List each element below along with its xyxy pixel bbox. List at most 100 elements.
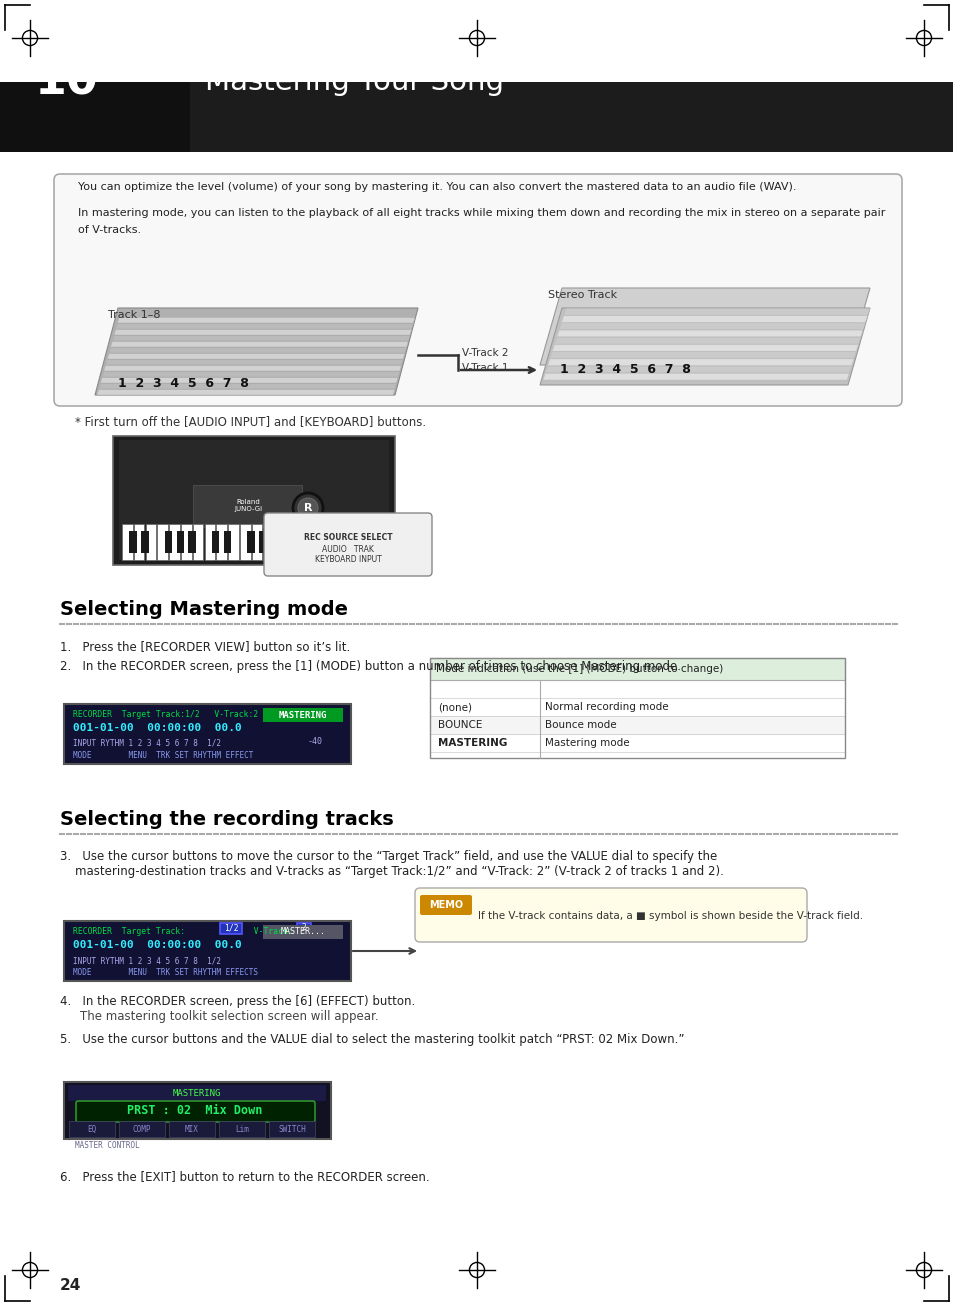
FancyBboxPatch shape <box>122 524 132 560</box>
FancyBboxPatch shape <box>269 1121 314 1138</box>
Text: RECORDER  Target Track:: RECORDER Target Track: <box>73 927 185 936</box>
FancyBboxPatch shape <box>219 1121 265 1138</box>
Polygon shape <box>117 317 415 323</box>
Polygon shape <box>560 316 867 323</box>
Text: If the V-track contains data, a ■ symbol is shown beside the V-track field.: If the V-track contains data, a ■ symbol… <box>477 912 862 921</box>
Text: EQ: EQ <box>88 1124 96 1134</box>
Text: Mastering Your Song: Mastering Your Song <box>205 68 503 97</box>
FancyBboxPatch shape <box>228 524 238 560</box>
FancyBboxPatch shape <box>193 524 203 560</box>
FancyBboxPatch shape <box>287 524 297 560</box>
Text: 4.   In the RECORDER screen, press the [6] (EFFECT) button.: 4. In the RECORDER screen, press the [6]… <box>60 995 415 1008</box>
Text: MASTERING: MASTERING <box>437 738 507 748</box>
Text: REC SOURCE SELECT: REC SOURCE SELECT <box>303 533 392 542</box>
Text: MASTERING: MASTERING <box>172 1088 221 1097</box>
FancyBboxPatch shape <box>119 1121 165 1138</box>
Polygon shape <box>547 359 853 366</box>
FancyBboxPatch shape <box>430 734 844 752</box>
FancyBboxPatch shape <box>430 697 844 716</box>
FancyBboxPatch shape <box>419 895 472 916</box>
FancyBboxPatch shape <box>275 524 286 560</box>
Polygon shape <box>557 330 862 337</box>
FancyBboxPatch shape <box>430 658 844 680</box>
Text: In mastering mode, you can listen to the playback of all eight tracks while mixi: In mastering mode, you can listen to the… <box>78 208 884 218</box>
FancyBboxPatch shape <box>220 923 242 934</box>
FancyBboxPatch shape <box>165 532 172 552</box>
Text: MASTER...: MASTER... <box>280 927 325 936</box>
FancyBboxPatch shape <box>169 524 179 560</box>
FancyBboxPatch shape <box>119 440 389 560</box>
Text: MASTER CONTROL: MASTER CONTROL <box>75 1141 139 1151</box>
FancyBboxPatch shape <box>188 532 195 552</box>
FancyBboxPatch shape <box>264 513 432 576</box>
FancyBboxPatch shape <box>212 532 219 552</box>
FancyBboxPatch shape <box>146 524 156 560</box>
FancyBboxPatch shape <box>169 1121 214 1138</box>
Polygon shape <box>100 377 397 383</box>
FancyBboxPatch shape <box>263 524 274 560</box>
FancyBboxPatch shape <box>263 925 343 939</box>
Text: MIX: MIX <box>185 1124 199 1134</box>
Text: 1  2  3  4  5  6  7  8: 1 2 3 4 5 6 7 8 <box>559 363 690 376</box>
Polygon shape <box>106 359 403 364</box>
Text: RECORDER  Target Track:1/2   V-Track:2: RECORDER Target Track:1/2 V-Track:2 <box>73 710 258 720</box>
Text: 001-01-00  00:00:00  00.0: 001-01-00 00:00:00 00.0 <box>73 724 241 733</box>
Text: 6.   Press the [EXIT] button to return to the RECORDER screen.: 6. Press the [EXIT] button to return to … <box>60 1170 429 1183</box>
Polygon shape <box>113 329 411 336</box>
Text: MODE        MENU  TRK SET RHYTHM EFFECTS: MODE MENU TRK SET RHYTHM EFFECTS <box>73 968 257 977</box>
Polygon shape <box>539 308 869 385</box>
FancyBboxPatch shape <box>263 708 343 722</box>
FancyBboxPatch shape <box>296 923 311 934</box>
Text: Roland
JUNO-Gi: Roland JUNO-Gi <box>233 499 262 512</box>
Text: V-Track:: V-Track: <box>244 927 293 936</box>
FancyBboxPatch shape <box>298 524 310 560</box>
Text: Stereo Track: Stereo Track <box>547 290 617 300</box>
Text: 1  2  3  4  5  6  7  8: 1 2 3 4 5 6 7 8 <box>118 377 249 390</box>
FancyBboxPatch shape <box>240 524 251 560</box>
FancyBboxPatch shape <box>68 1085 326 1101</box>
Text: MEMO: MEMO <box>429 900 462 910</box>
Polygon shape <box>112 336 410 341</box>
FancyBboxPatch shape <box>157 524 168 560</box>
Text: 24: 24 <box>60 1279 81 1293</box>
FancyBboxPatch shape <box>224 532 231 552</box>
Polygon shape <box>542 374 848 380</box>
Text: 5.   Use the cursor buttons and the VALUE dial to select the mastering toolkit p: 5. Use the cursor buttons and the VALUE … <box>60 1033 684 1046</box>
FancyBboxPatch shape <box>76 1101 314 1122</box>
FancyBboxPatch shape <box>252 524 262 560</box>
Polygon shape <box>549 351 855 358</box>
Polygon shape <box>107 354 404 359</box>
Polygon shape <box>95 308 417 394</box>
Text: Track 1–8: Track 1–8 <box>108 310 160 320</box>
Text: 1/2: 1/2 <box>223 923 238 932</box>
FancyBboxPatch shape <box>54 174 901 406</box>
Text: BOUNCE: BOUNCE <box>437 720 482 730</box>
Polygon shape <box>109 347 406 353</box>
FancyBboxPatch shape <box>0 82 953 151</box>
FancyBboxPatch shape <box>322 524 333 560</box>
Text: AUDIO   TRAK: AUDIO TRAK <box>322 546 374 555</box>
Text: Selecting Mastering mode: Selecting Mastering mode <box>60 599 348 619</box>
FancyBboxPatch shape <box>0 82 190 151</box>
Polygon shape <box>102 371 399 377</box>
Text: The mastering toolkit selection screen will appear.: The mastering toolkit selection screen w… <box>80 1010 378 1023</box>
Text: COMP: COMP <box>132 1124 152 1134</box>
Polygon shape <box>97 389 395 394</box>
FancyBboxPatch shape <box>64 704 351 764</box>
FancyBboxPatch shape <box>133 524 144 560</box>
Polygon shape <box>98 384 395 389</box>
Text: -40: -40 <box>308 737 323 746</box>
Text: 3.   Use the cursor buttons to move the cursor to the “Target Track” field, and : 3. Use the cursor buttons to move the cu… <box>60 850 717 863</box>
Polygon shape <box>558 323 864 329</box>
FancyBboxPatch shape <box>181 524 192 560</box>
Polygon shape <box>545 366 851 372</box>
Text: MODE        MENU  TRK SET RHYTHM EFFECT: MODE MENU TRK SET RHYTHM EFFECT <box>73 751 253 760</box>
Text: Bounce mode: Bounce mode <box>544 720 616 730</box>
FancyBboxPatch shape <box>69 1121 115 1138</box>
Text: KEYBOARD INPUT: KEYBOARD INPUT <box>314 555 381 564</box>
FancyBboxPatch shape <box>430 716 844 734</box>
Text: R: R <box>303 503 312 513</box>
FancyBboxPatch shape <box>247 532 254 552</box>
FancyBboxPatch shape <box>112 436 395 565</box>
Text: 1.   Press the [RECORDER VIEW] button so it’s lit.: 1. Press the [RECORDER VIEW] button so i… <box>60 640 350 653</box>
